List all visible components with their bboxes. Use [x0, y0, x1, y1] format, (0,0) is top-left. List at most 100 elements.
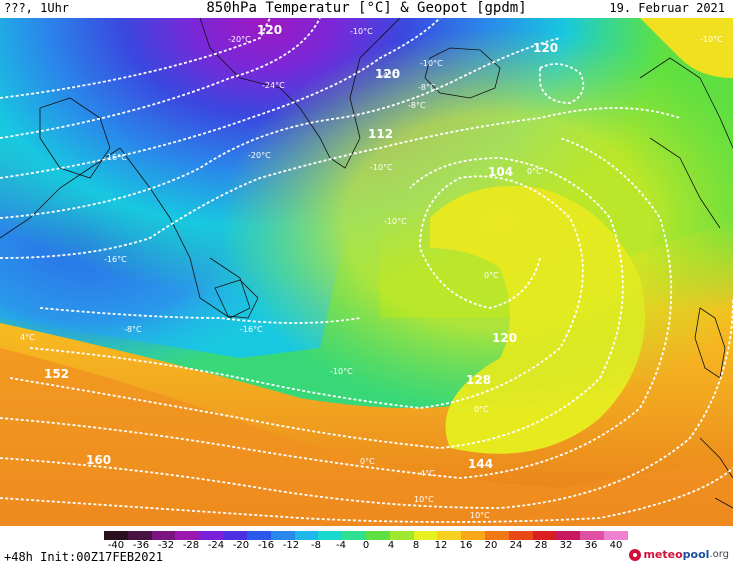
colorbar-segment	[199, 531, 224, 540]
temp-label: -20°C	[228, 35, 251, 44]
temp-label: -10°C	[384, 217, 407, 226]
chart-title: 850hPa Temperatur [°C] & Geopot [gpdm]	[206, 0, 527, 16]
colorbar-segment	[461, 531, 485, 540]
meteopool-logo-icon	[629, 548, 642, 561]
temp-label: 0°C	[474, 405, 489, 414]
geopot-label: 152	[44, 367, 69, 381]
temp-label: -16°C	[240, 325, 263, 334]
temp-label: -10°C	[330, 367, 353, 376]
temp-label: -10°C	[420, 59, 443, 68]
geopot-label: 104	[488, 165, 513, 179]
chart-footer: -40 -36 -32 -28 -24 -20 -16 -12 -8 -4 0 4 8 12 16 20 24 2…	[0, 526, 733, 566]
hudson-coast	[39, 97, 111, 179]
colorbar-segment	[365, 531, 390, 540]
colorbar-tick-label: 32	[559, 540, 573, 551]
colorbar-tick-label: -32	[157, 540, 175, 551]
logo-text-org: .org	[709, 549, 729, 560]
temp-label: -4°C	[380, 71, 398, 80]
geopotential-isolines	[0, 18, 733, 523]
temp-label: -8°C	[124, 325, 142, 334]
colorbar-tick-label: -12	[282, 540, 300, 551]
greenland-coast	[199, 18, 401, 169]
colorbar-segment	[127, 531, 152, 540]
temperature-labels: -10°C -20°C -24°C -10°C -16°C -20°C -10°…	[20, 27, 723, 520]
temp-label: 4°C	[420, 469, 435, 478]
newfoundland-coast	[214, 279, 259, 319]
colorbar-segment	[294, 531, 319, 540]
temperature-colorbar	[104, 531, 628, 540]
temp-label: -24°C	[262, 81, 285, 90]
colorbar-segment	[508, 531, 533, 540]
temp-label: -16°C	[104, 153, 127, 162]
colorbar-segment	[175, 531, 200, 540]
colorbar-tick-label: 4	[387, 540, 395, 551]
colorbar-tick-label: -20	[232, 540, 250, 551]
geopotential-labels: 120 120 120 112 104 120 128 144 152 160	[44, 23, 558, 471]
temp-label: 0°C	[527, 167, 542, 176]
temp-label: 10°C	[414, 495, 434, 504]
colorbar-labels: -40 -36 -32 -28 -24 -20 -16 -12 -8 -4 0 4 8 12 16 20 24 2…	[104, 540, 628, 552]
colorbar-tick-label: -28	[182, 540, 200, 551]
colorbar-tick-label: -4	[336, 540, 346, 551]
temp-label: -8°C	[418, 83, 436, 92]
temp-label: 10°C	[470, 511, 490, 520]
geopot-label: 120	[492, 331, 517, 345]
colorbar-tick-label: 0	[362, 540, 370, 551]
weather-map[interactable]: 120 120 120 112 104 120 128 144 152 160 …	[0, 18, 733, 526]
labrador-coast	[0, 147, 251, 319]
logo-text-meteo: meteo	[643, 548, 683, 561]
colorbar-segment	[246, 531, 271, 540]
colorbar-tick-label: 40	[609, 540, 623, 551]
colorbar-segment	[151, 531, 176, 540]
colorbar-tick-label: -36	[132, 540, 150, 551]
colorbar-tick-label: 24	[509, 540, 523, 551]
colorbar-tick-label: 28	[534, 540, 548, 551]
colorbar-tick-label: 12	[434, 540, 448, 551]
colorbar-segment	[532, 531, 557, 540]
temp-label: -10°C	[350, 27, 373, 36]
geopot-label: 120	[257, 23, 282, 37]
colorbar-tick-label: -40	[107, 540, 125, 551]
temp-label: 4°C	[20, 333, 35, 342]
colorbar-segment	[437, 531, 462, 540]
colorbar-tick-label: -8	[311, 540, 321, 551]
colorbar-segment	[270, 531, 295, 540]
temp-label: -10°C	[700, 35, 723, 44]
geopot-label: 112	[368, 127, 393, 141]
colorbar-segment	[604, 531, 628, 540]
colorbar-segment	[413, 531, 438, 540]
colorbar-tick-label: 16	[459, 540, 473, 551]
colorbar-tick-label: -24	[207, 540, 225, 551]
iceland-coast	[424, 47, 501, 99]
colorbar-segment	[223, 531, 247, 540]
colorbar-tick-label: 8	[412, 540, 420, 551]
geopot-label: 160	[86, 453, 111, 467]
temp-label: -10°C	[370, 163, 393, 172]
northeast-yellow	[640, 18, 733, 78]
run-label: ???, 1Uhr	[4, 1, 70, 15]
colorbar-segment	[104, 531, 128, 540]
temp-label: -20°C	[248, 151, 271, 160]
geopot-label: 120	[533, 41, 558, 55]
temp-label: -8°C	[408, 101, 426, 110]
colorbar-segment	[556, 531, 581, 540]
temp-label: -16°C	[104, 255, 127, 264]
init-label: +48h Init:00Z17FEB2021	[4, 550, 163, 564]
meteopool-logo[interactable]: meteo pool .org	[629, 548, 729, 561]
logo-text-pool: pool	[682, 548, 710, 561]
colorbar-segment	[580, 531, 605, 540]
geopot-label: 128	[466, 373, 491, 387]
geopot-label: 120	[375, 67, 400, 81]
colorbar-tick-label: -16	[257, 540, 275, 551]
scandinavia-coast	[639, 57, 733, 229]
colorbar-segment	[342, 531, 366, 540]
geopot-label: 144	[468, 457, 493, 471]
valid-date: 19. Februar 2021	[609, 1, 725, 15]
colorbar-segment	[318, 531, 343, 540]
colorbar-segment	[389, 531, 414, 540]
warm-sector-glow	[0, 18, 733, 526]
chart-header: ???, 1Uhr 850hPa Temperatur [°C] & Geopo…	[0, 0, 733, 18]
colorbar-segment	[485, 531, 509, 540]
temp-label: 0°C	[484, 271, 499, 280]
colorbar-tick-label: 20	[484, 540, 498, 551]
